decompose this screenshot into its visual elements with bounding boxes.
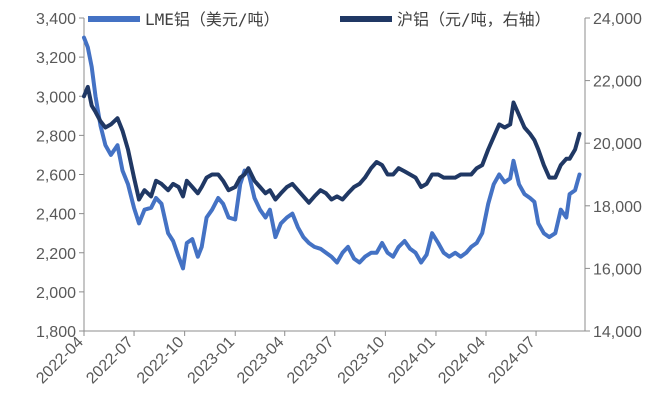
x-tick-label: 2024-01	[385, 334, 439, 388]
legend-label-lme: LME铝（美元/吨）	[145, 10, 280, 29]
x-tick-label: 2024-04	[435, 334, 489, 388]
left-tick-label: 2,000	[36, 285, 76, 302]
x-tick-label: 2022-10	[134, 334, 188, 388]
left-tick-label: 3,400	[36, 11, 76, 28]
x-tick-label: 2024-07	[485, 334, 539, 388]
right-tick-label: 24,000	[593, 11, 642, 28]
left-tick-label: 2,800	[36, 128, 76, 145]
right-axis-ticks: 14,000 16,000 18,000 20,000 22,000 24,000	[585, 11, 642, 341]
x-tick-label: 2023-04	[234, 334, 288, 388]
right-tick-label: 18,000	[593, 199, 642, 216]
left-tick-label: 1,800	[36, 324, 76, 341]
left-axis-ticks: 1,800 2,000 2,200 2,400 2,600 2,800 3,000 3,200…	[36, 11, 84, 341]
legend: LME铝（美元/吨） 沪铝（元/吨，右轴）	[88, 10, 551, 29]
legend-label-shfe: 沪铝（元/吨，右轴）	[397, 10, 551, 29]
right-tick-label: 22,000	[593, 74, 642, 91]
right-tick-label: 14,000	[593, 324, 642, 341]
x-tick-label: 2023-07	[284, 334, 338, 388]
series-line-lme	[82, 35, 582, 271]
x-tick-label: 2023-10	[335, 334, 389, 388]
left-tick-label: 3,200	[36, 50, 76, 67]
series	[82, 35, 582, 271]
x-axis-ticks: 2022-042022-072022-102023-012023-042023-…	[33, 331, 539, 387]
x-tick-label: 2022-07	[83, 334, 137, 388]
right-tick-label: 20,000	[593, 136, 642, 153]
left-tick-label: 2,200	[36, 246, 76, 263]
left-tick-label: 2,400	[36, 207, 76, 224]
left-tick-label: 2,600	[36, 168, 76, 185]
left-tick-label: 3,000	[36, 89, 76, 106]
x-tick-label: 2022-04	[33, 334, 87, 388]
right-tick-label: 16,000	[593, 261, 642, 278]
x-tick-label: 2023-01	[185, 334, 239, 388]
series-line-shfe	[82, 84, 582, 205]
